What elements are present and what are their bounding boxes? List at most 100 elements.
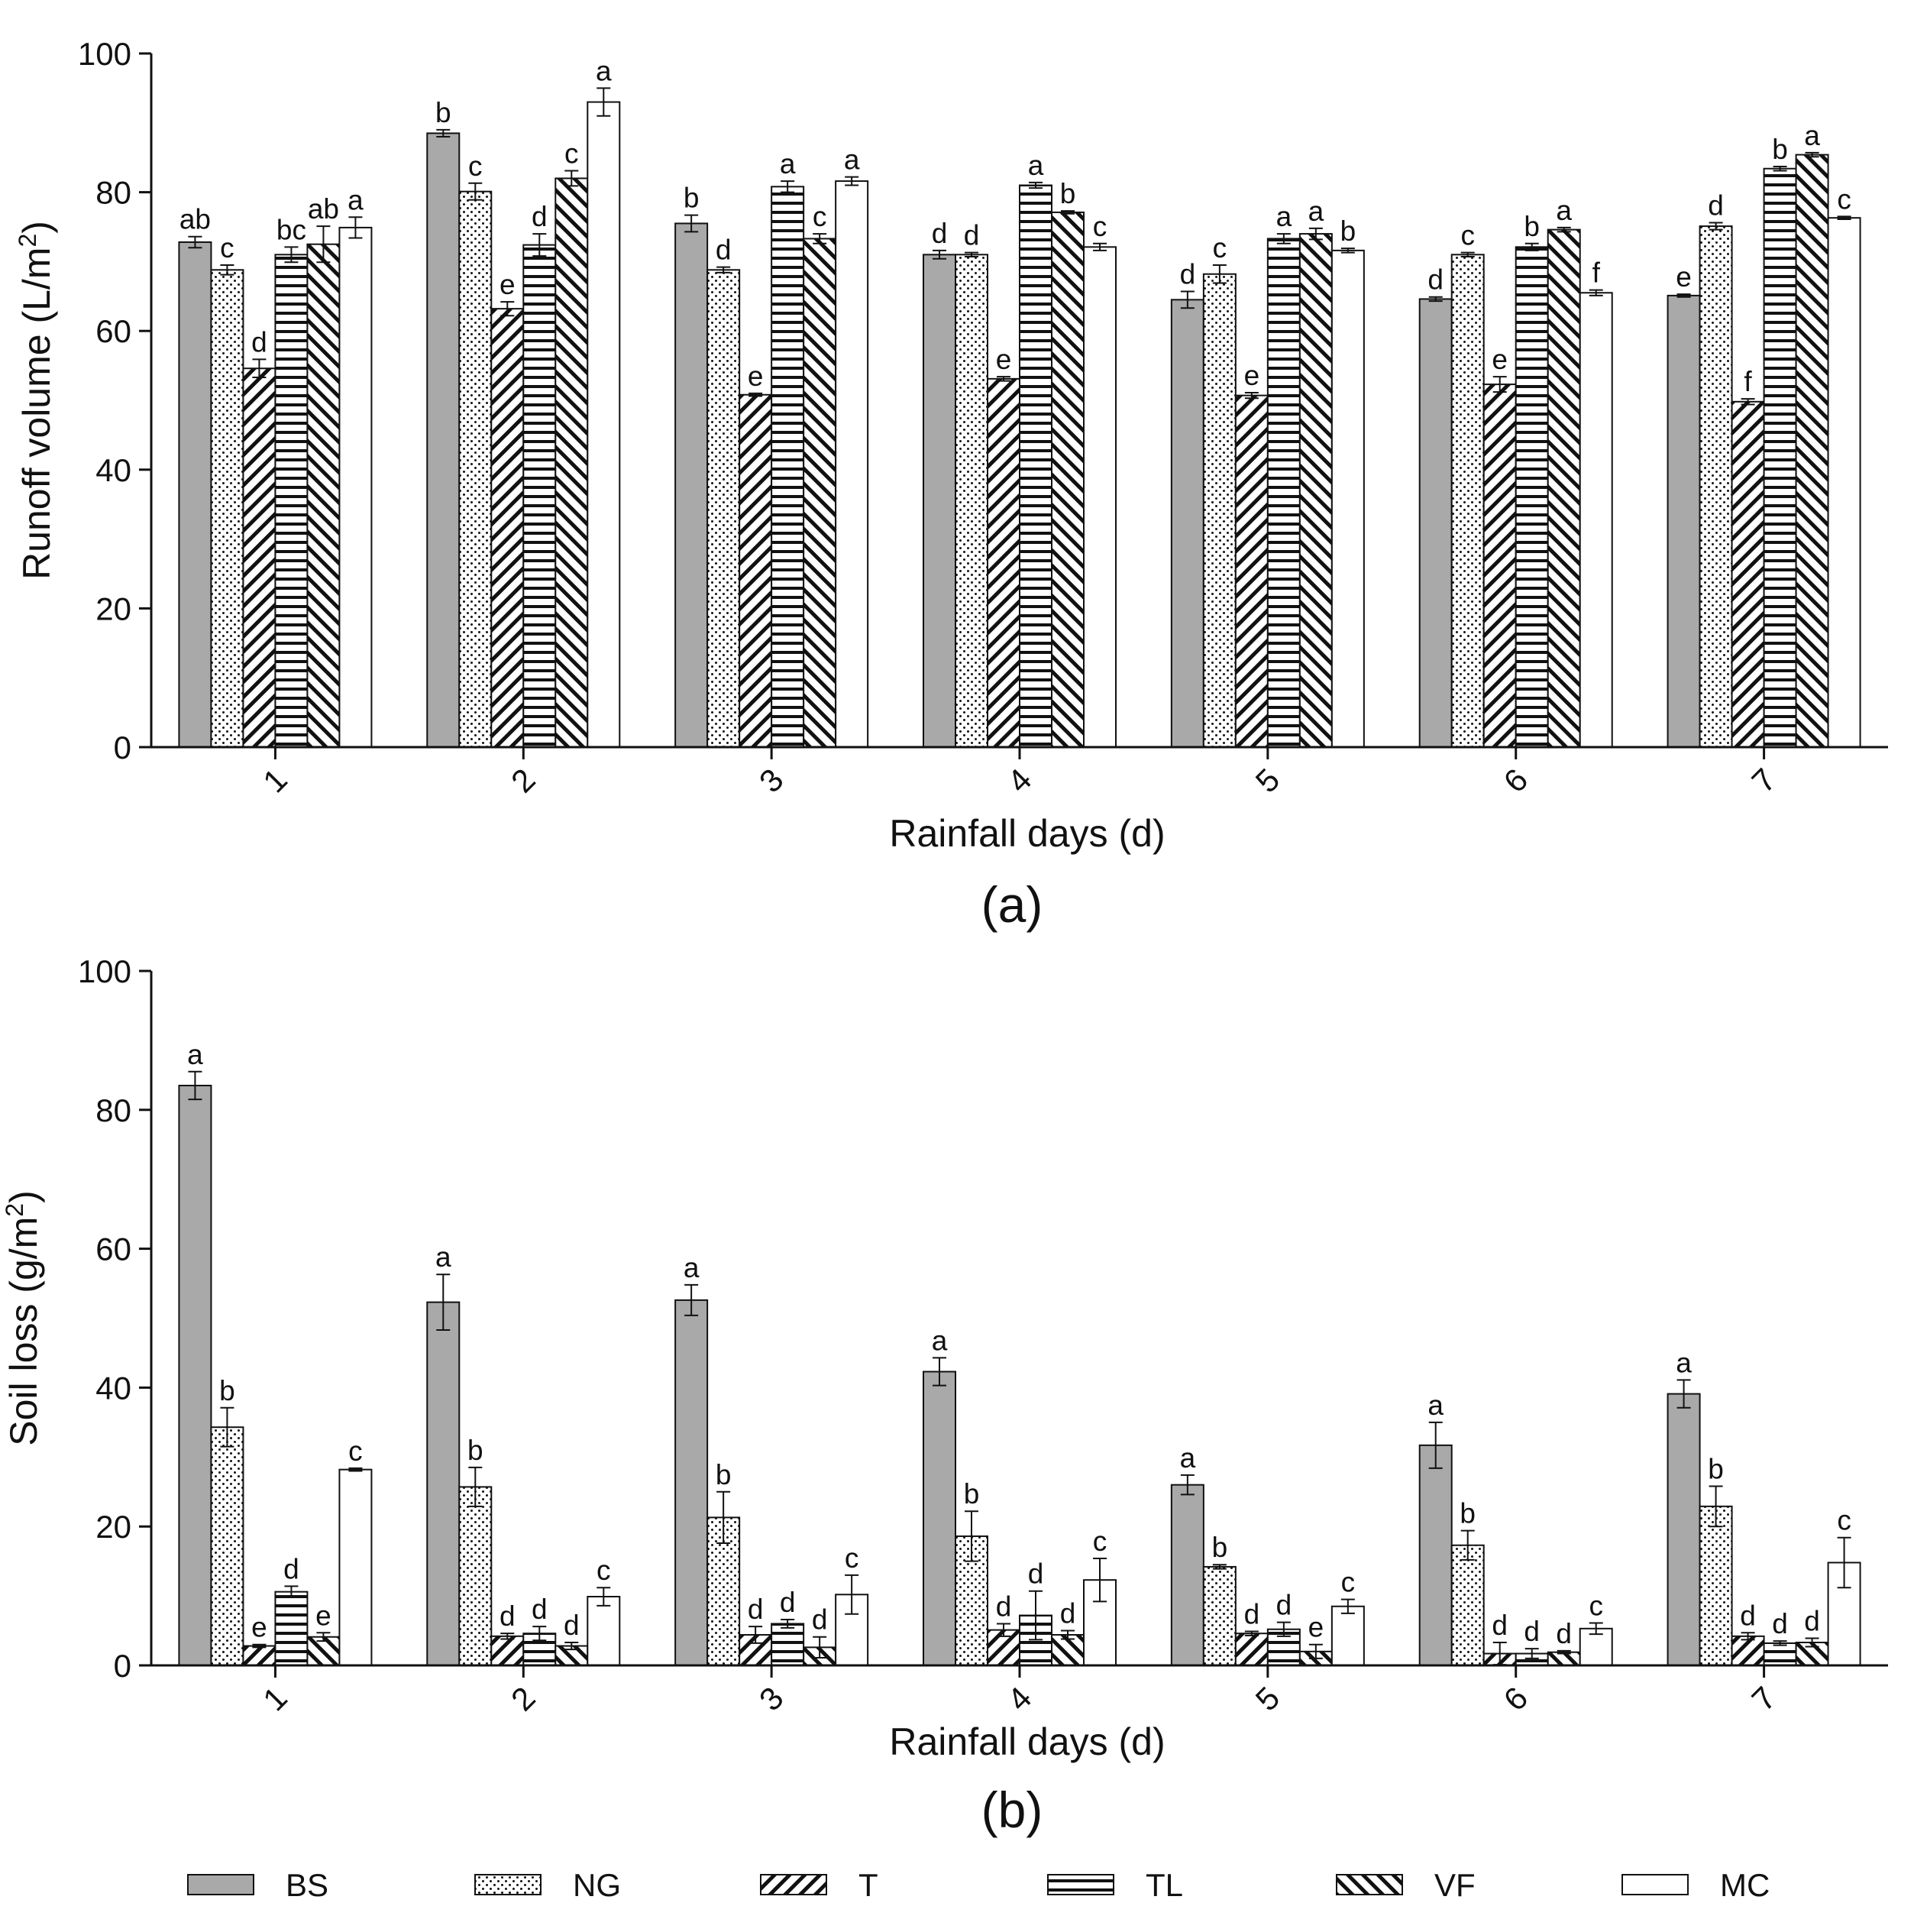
x-tick-label: 1 [256, 1680, 294, 1718]
bar-t-3 [739, 393, 773, 749]
error-bar [1180, 290, 1195, 309]
significance-letter: a [596, 55, 612, 86]
bar-t-5 [1234, 394, 1269, 748]
significance-letter: a [1556, 195, 1572, 226]
significance-letter: a [932, 1325, 948, 1356]
error-bar [1029, 1590, 1043, 1641]
y-tick-label: 100 [78, 36, 131, 72]
legend-label: T [858, 1867, 878, 1903]
legend: BS NG T TL VF MC [187, 1867, 1770, 1903]
bar-t-2 [490, 308, 525, 749]
significance-letter: c [1093, 211, 1107, 242]
bar-ng-1 [210, 269, 244, 748]
bar-bs-6 [1418, 1444, 1453, 1667]
y-tick-label: 80 [95, 1092, 131, 1128]
significance-letter: d [1772, 1608, 1788, 1639]
bar-ng-1 [210, 1426, 244, 1666]
error-bar [1773, 1640, 1787, 1646]
error-bar [1061, 1629, 1075, 1640]
significance-letter: d [500, 1600, 516, 1632]
error-bar [684, 1283, 699, 1316]
bar-tl-7 [1763, 167, 1797, 748]
bar-tl-3 [771, 1623, 805, 1666]
error-bar [220, 1406, 234, 1448]
significance-letter: b [964, 1478, 980, 1510]
error-bar [1061, 210, 1075, 215]
error-bar [1837, 215, 1851, 221]
error-bar [781, 1619, 795, 1629]
bar-tl-3 [771, 186, 805, 748]
error-bar [1589, 1622, 1603, 1636]
legend-item-tl: TL [1047, 1867, 1183, 1903]
bar-t-7 [1731, 1635, 1765, 1667]
significance-letter: d [748, 1594, 764, 1625]
error-bar [284, 1585, 299, 1598]
error-bar [1093, 1558, 1107, 1603]
legend-swatch [1336, 1874, 1403, 1895]
error-bar [468, 1466, 483, 1507]
y-tick-label: 60 [95, 1231, 131, 1267]
significance-letter: c [468, 150, 483, 182]
significance-letter: b [1060, 178, 1076, 209]
significance-letter: a [1308, 196, 1324, 227]
error-bar [564, 1642, 579, 1651]
significance-letter: c [1093, 1526, 1107, 1557]
bar-mc-1 [338, 1468, 373, 1666]
error-bar [1460, 251, 1475, 258]
y-axis-label: Runoff volume (L/m2) [14, 221, 58, 580]
legend-swatch [1621, 1874, 1689, 1895]
bar-bs-7 [1667, 294, 1701, 748]
significance-letter: d [1556, 1618, 1572, 1649]
error-bar [845, 176, 859, 186]
bar-t-7 [1731, 400, 1765, 748]
bar-mc-6 [1579, 292, 1613, 748]
significance-letter: d [1276, 1590, 1292, 1621]
significance-letter: e [748, 361, 764, 392]
significance-letter: a [1028, 150, 1044, 181]
significance-letter: f [1592, 257, 1601, 289]
significance-letter: d [996, 1591, 1012, 1622]
bar-bs-2 [426, 1301, 461, 1667]
bar-vf-4 [1051, 211, 1085, 748]
significance-letter: a [435, 1241, 451, 1273]
significance-letter: e [251, 1612, 267, 1643]
significance-letter: d [1708, 190, 1724, 222]
error-bar [1589, 289, 1603, 296]
bar-tl-5 [1266, 238, 1301, 749]
significance-letter: c [220, 232, 234, 264]
error-bar [1492, 376, 1507, 393]
significance-letter: c [813, 201, 827, 232]
x-axis-label: Rainfall days (d) [889, 812, 1165, 855]
bar-mc-3 [835, 180, 869, 748]
bar-ng-7 [1699, 225, 1733, 749]
significance-letter: e [996, 344, 1012, 375]
significance-letter: c [1589, 1591, 1603, 1622]
error-bar [1709, 1485, 1723, 1528]
legend-swatch [760, 1874, 827, 1895]
legend-label: NG [573, 1867, 621, 1903]
error-bar [500, 301, 515, 317]
bar-bs-1 [178, 1084, 212, 1666]
panel-label: (b) [981, 1782, 1043, 1838]
x-tick-label: 3 [752, 1680, 790, 1718]
error-bar [1557, 1649, 1571, 1655]
bar-bs-5 [1170, 1484, 1204, 1667]
y-tick-label: 40 [95, 1370, 131, 1406]
significance-letter: d [532, 1594, 548, 1625]
significance-letter: a [1180, 1442, 1196, 1474]
significance-letter: b [684, 183, 700, 214]
error-bar [1308, 1643, 1323, 1659]
bar-bs-7 [1667, 1393, 1701, 1667]
significance-letter: e [500, 269, 516, 300]
significance-letter: b [1708, 1453, 1724, 1484]
panel-label: (a) [981, 876, 1043, 933]
error-bar [748, 392, 763, 397]
error-bar [252, 1643, 267, 1649]
error-bar [1244, 1630, 1259, 1636]
significance-letter: c [564, 138, 579, 169]
bar-tl-4 [1019, 184, 1052, 748]
significance-letter: b [1524, 211, 1540, 242]
error-bar [348, 216, 363, 239]
